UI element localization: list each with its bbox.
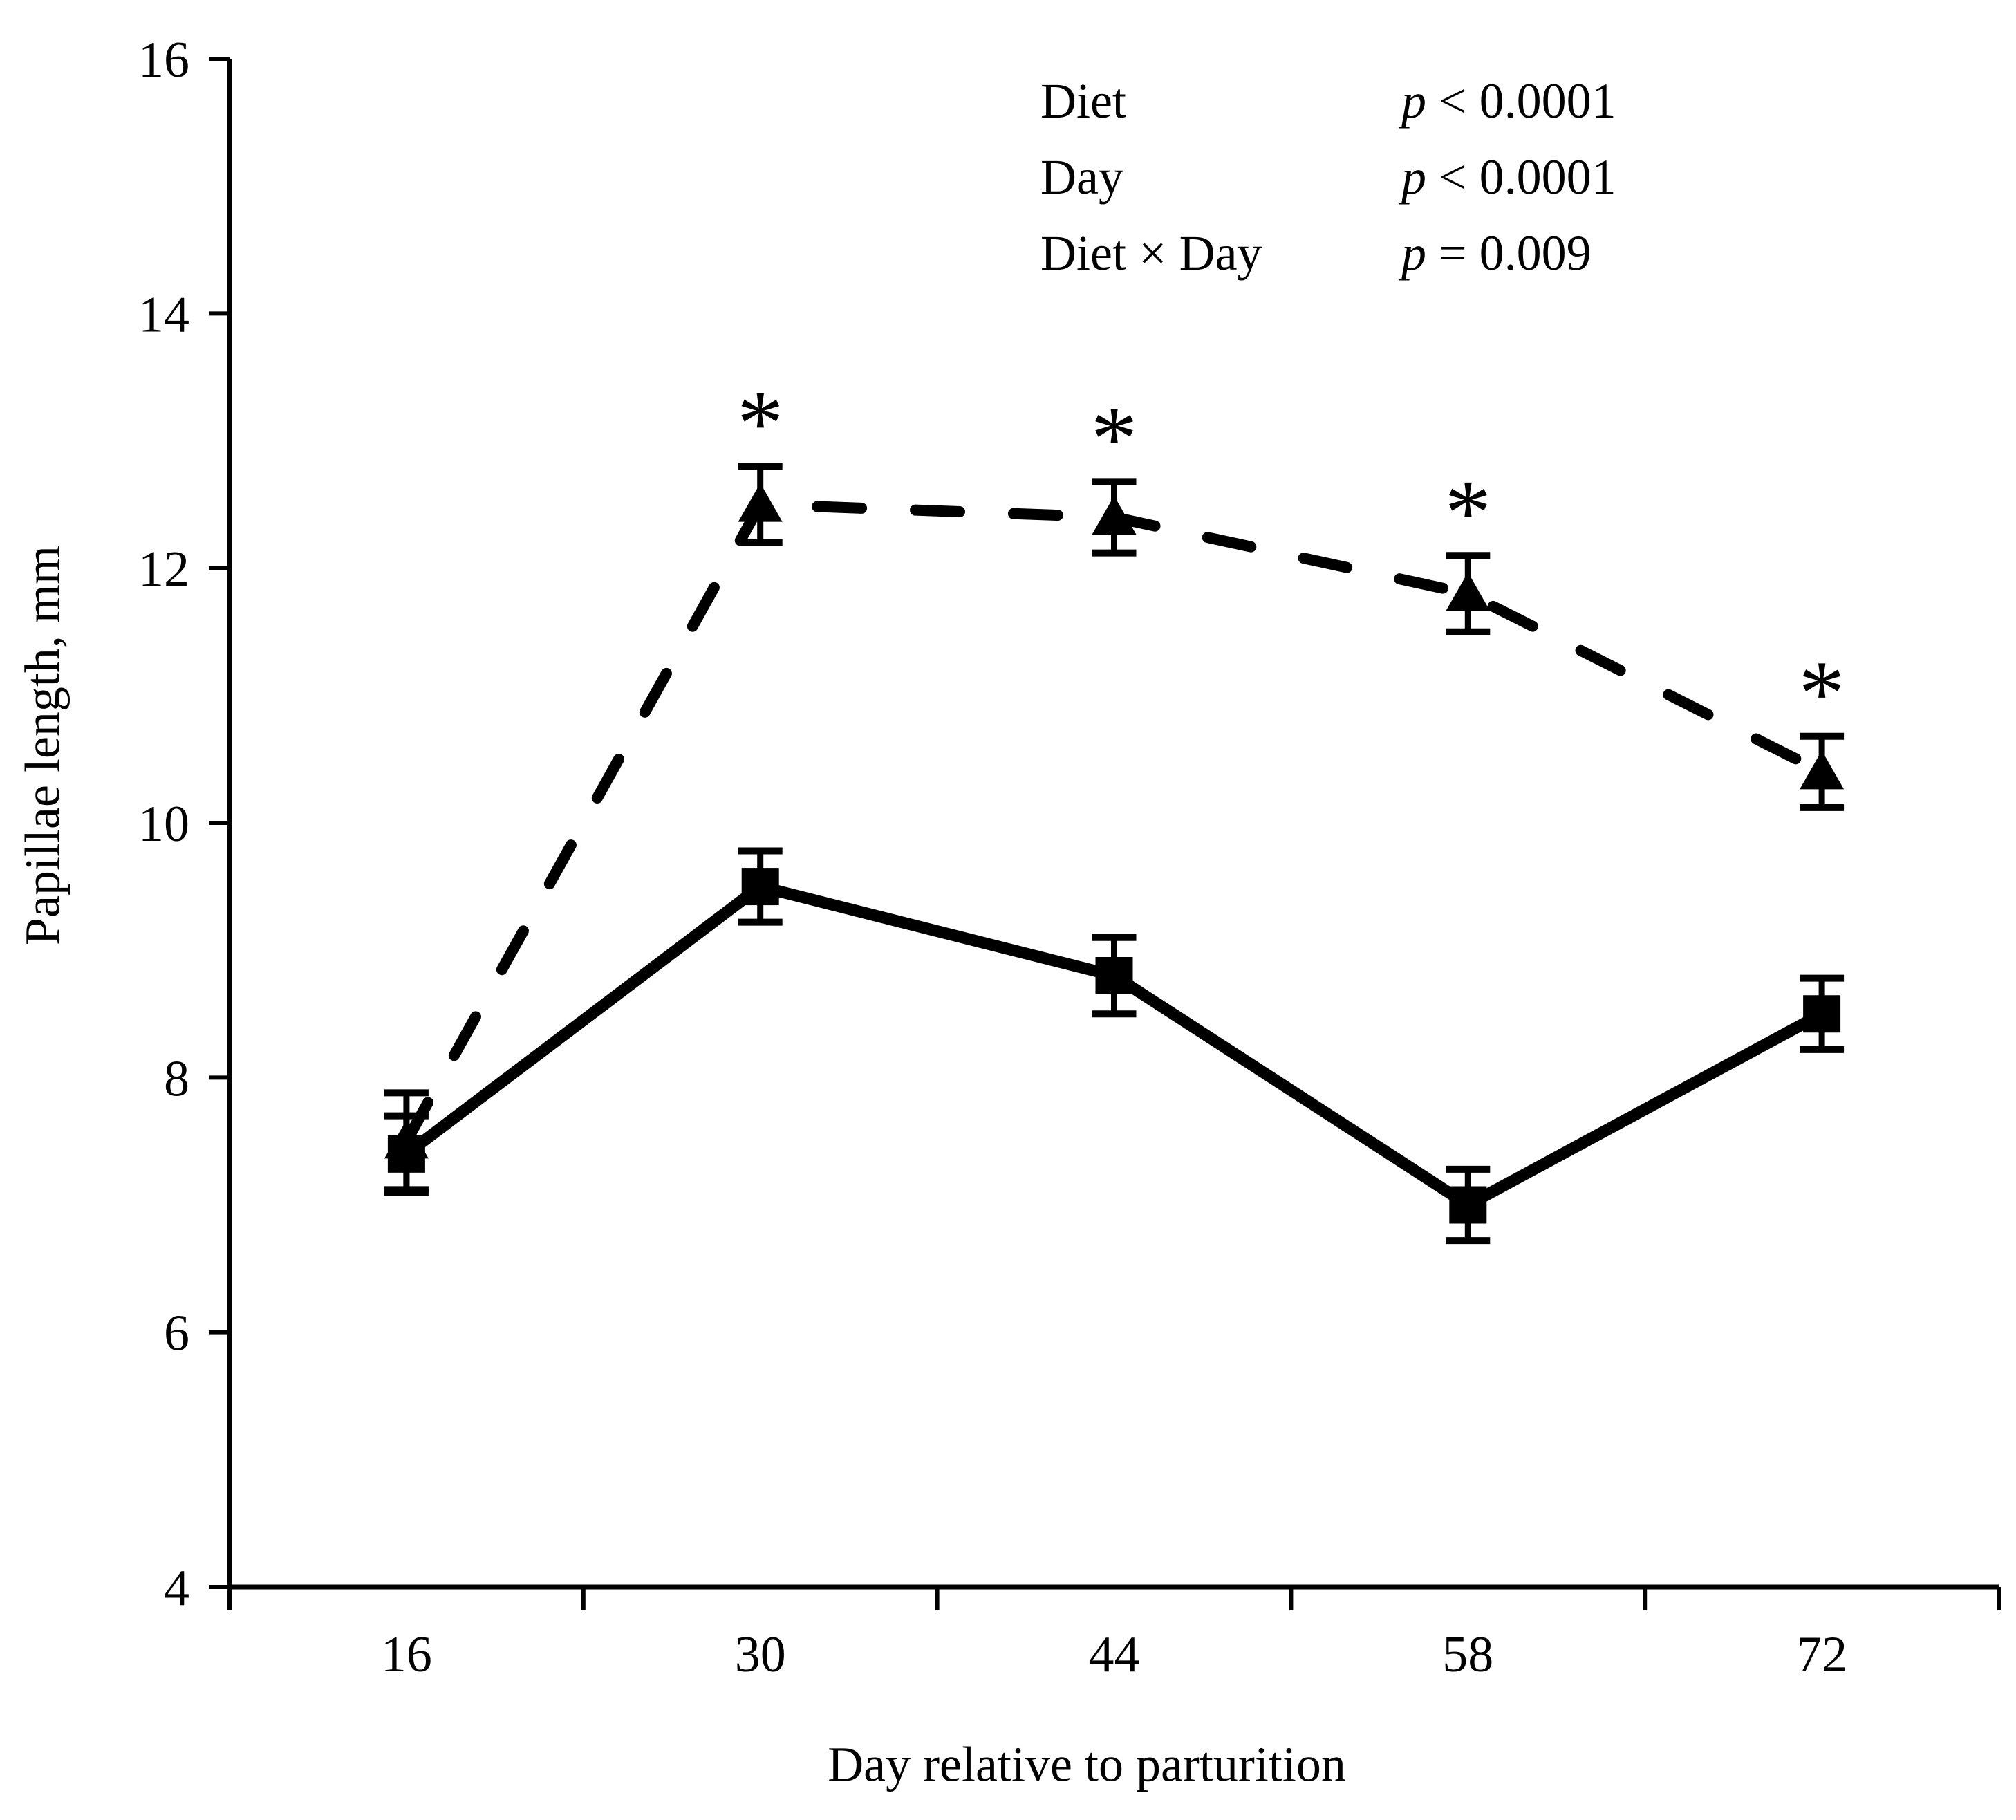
marker-square (1095, 957, 1133, 994)
y-tick-label: 4 (164, 1560, 189, 1617)
y-tick-label: 10 (138, 796, 189, 853)
series-line-dashed-triangle (400, 499, 1828, 1147)
stats-label-diet-x-day: Diet × Day (1040, 225, 1262, 281)
x-tick-label: 16 (381, 1626, 432, 1683)
stats-value-day: p < 0.0001 (1401, 139, 1616, 215)
stats-box: Diet p < 0.0001 Day p < 0.0001 Diet × Day … (1040, 63, 1616, 291)
marker-square (1803, 995, 1841, 1033)
y-tick-label: 16 (138, 32, 189, 89)
p-value: < 0.0001 (1439, 149, 1616, 205)
y-tick-label: 12 (138, 541, 189, 598)
x-tick-label: 58 (1442, 1626, 1493, 1683)
p-symbol: p (1401, 225, 1426, 281)
marker-triangle (1800, 750, 1845, 790)
significance-asterisk: * (737, 372, 784, 475)
marker-triangle (738, 483, 783, 522)
y-tick-label: 14 (138, 286, 189, 343)
stats-label-diet: Diet (1040, 73, 1126, 129)
stats-value-diet-x-day: p = 0.009 (1401, 215, 1616, 291)
marker-square (741, 868, 779, 906)
p-symbol: p (1401, 149, 1426, 205)
marker-square (1449, 1186, 1487, 1224)
marker-triangle (1446, 572, 1491, 611)
y-axis-title: Papillae length, mm (15, 546, 71, 945)
stats-value-diet: p < 0.0001 (1401, 63, 1616, 139)
x-tick-label: 30 (735, 1626, 786, 1683)
p-symbol: p (1401, 73, 1426, 129)
x-axis-title: Day relative to parturition (828, 1736, 1346, 1792)
y-tick-label: 8 (164, 1050, 189, 1107)
marker-square (387, 1135, 425, 1173)
stats-label-day: Day (1040, 149, 1123, 205)
x-tick-label: 72 (1796, 1626, 1847, 1683)
p-value: = 0.009 (1439, 225, 1592, 281)
y-tick-label: 6 (164, 1306, 189, 1362)
marker-triangle (1092, 496, 1137, 535)
p-value: < 0.0001 (1439, 73, 1616, 129)
significance-asterisk: * (1445, 461, 1492, 564)
significance-asterisk: * (1091, 387, 1138, 490)
x-tick-label: 44 (1089, 1626, 1140, 1683)
significance-asterisk: * (1798, 642, 1845, 745)
